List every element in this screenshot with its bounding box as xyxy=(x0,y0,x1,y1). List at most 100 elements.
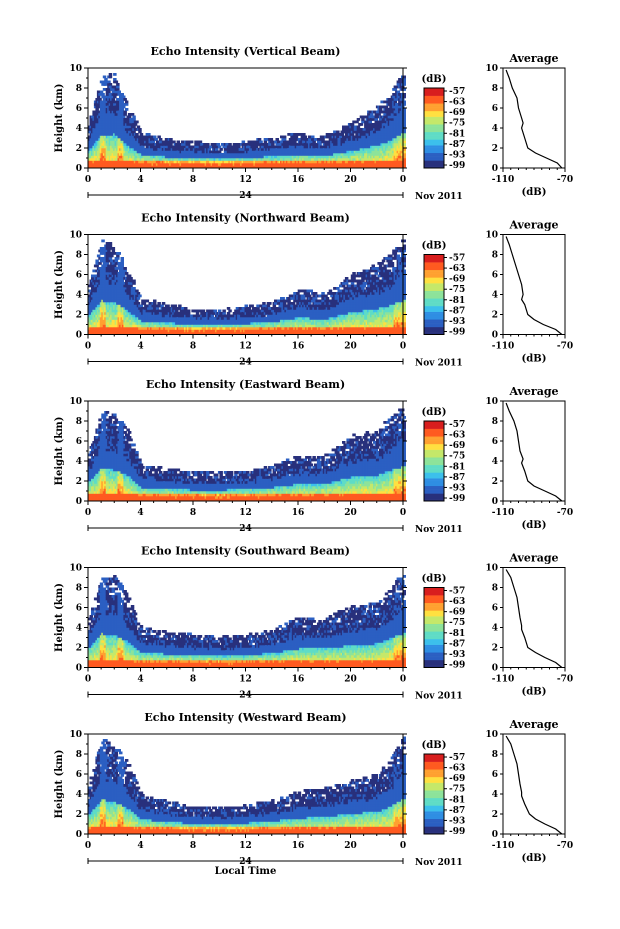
heatmap-cell xyxy=(129,118,133,121)
heatmap-cell xyxy=(380,105,384,109)
heatmap-cell xyxy=(111,252,116,255)
heatmap-cell xyxy=(132,282,136,285)
heatmap-cell xyxy=(155,312,160,315)
heatmap-cell xyxy=(277,140,281,144)
heatmap-cell xyxy=(309,140,313,144)
heatmap-cell xyxy=(111,98,116,101)
heatmap-cell xyxy=(318,138,322,141)
heatmap-cell xyxy=(215,145,219,149)
heatmap-cell xyxy=(297,133,302,136)
heatmap-cell xyxy=(321,140,325,144)
heatmap-cell xyxy=(138,294,142,298)
heatmap-cell xyxy=(114,93,119,96)
average-y-tick-label: 4 xyxy=(492,124,498,134)
heatmap-cell xyxy=(153,135,157,139)
colorbar-tick-label: -81 xyxy=(449,129,465,139)
chart-panel-0: Echo Intensity (Vertical Beam)0246810Hei… xyxy=(54,45,573,202)
heatmap-cell xyxy=(141,299,145,303)
heatmap-cell xyxy=(226,307,231,310)
heatmap-cell xyxy=(105,252,110,255)
heatmap-cell xyxy=(95,264,99,268)
heatmap-cell xyxy=(370,113,374,116)
heatmap-cell xyxy=(223,317,228,320)
heatmap-cell xyxy=(108,257,113,260)
colorbar-segment xyxy=(424,108,444,112)
heatmap-cells xyxy=(88,239,406,335)
heatmap-cell xyxy=(181,307,185,310)
heatmap-cell xyxy=(101,103,105,106)
colorbar-segment xyxy=(424,116,444,119)
heatmap-cell xyxy=(107,267,111,270)
heatmap-cell xyxy=(355,133,359,136)
heatmap-cell xyxy=(402,75,406,79)
heatmap-cell xyxy=(163,140,167,144)
heatmap-cell xyxy=(107,80,111,84)
heatmap-cell xyxy=(132,130,136,134)
heatmap-cell xyxy=(333,130,337,134)
heatmap-cell xyxy=(402,103,406,106)
heatmap-cell xyxy=(387,110,392,114)
heatmap-cell xyxy=(247,145,251,149)
heatmap-cell xyxy=(216,143,220,146)
heatmap-cell xyxy=(145,299,150,303)
heatmap-cell xyxy=(256,140,260,144)
heatmap-cell xyxy=(402,88,406,91)
heatmap-cell xyxy=(111,262,116,265)
heatmap-cell xyxy=(371,118,375,121)
heatmap-cell xyxy=(175,314,179,318)
heatmap-cell xyxy=(160,145,164,149)
heatmap-cell xyxy=(124,108,129,111)
day-label: 24 xyxy=(239,191,252,201)
heatmap-cell xyxy=(402,135,406,139)
heatmap-cell xyxy=(178,143,182,146)
colorbar-segment xyxy=(424,95,444,98)
colorbar-segment xyxy=(424,158,444,161)
heatmap-cell xyxy=(377,113,381,116)
colorbar-segment xyxy=(424,137,444,140)
heatmap-cell xyxy=(241,140,246,144)
colorbar-segment xyxy=(424,88,444,91)
heatmap-cell xyxy=(355,120,359,124)
heatmap-cell xyxy=(107,249,111,253)
heatmap-cell xyxy=(114,269,119,273)
heatmap-cell xyxy=(392,95,396,99)
heatmap-cell xyxy=(124,103,129,106)
x-tick-label: 8 xyxy=(190,175,196,185)
heatmap-cell xyxy=(120,259,124,263)
heatmap-cell xyxy=(219,148,223,151)
heatmap-cell xyxy=(380,100,384,104)
heatmap-cell xyxy=(263,145,268,149)
heatmap-cell xyxy=(393,115,398,119)
heatmap-cell xyxy=(179,309,183,313)
average-y-tick-label: 2 xyxy=(492,144,498,154)
colorbar-segment xyxy=(424,164,444,167)
heatmap-cell xyxy=(122,274,126,278)
heatmap-cell xyxy=(342,135,346,139)
y-tick-label: 10 xyxy=(69,64,82,74)
heatmap-cell xyxy=(95,113,99,116)
heatmap-cell xyxy=(92,113,96,116)
heatmap-cell xyxy=(139,304,144,308)
heatmap-cell xyxy=(127,125,132,129)
heatmap-cell xyxy=(132,115,136,119)
heatmap-cell xyxy=(206,143,210,146)
heatmap-cell xyxy=(101,247,105,250)
heatmap-cell xyxy=(222,145,226,149)
heatmap-cell xyxy=(136,292,141,295)
heatmap-cell xyxy=(95,108,99,111)
heatmap-cell xyxy=(184,307,188,310)
heatmap-cell xyxy=(175,309,179,313)
heatmap-cell xyxy=(389,108,393,111)
heatmap-cell xyxy=(123,110,127,114)
heatmap-cell xyxy=(311,143,315,146)
heatmap-cell xyxy=(132,287,136,290)
chart-panel-1: Echo Intensity (Northward Beam)0246810He… xyxy=(54,212,573,369)
colorbar-segment xyxy=(424,148,444,152)
heatmap-cell xyxy=(387,100,392,104)
heatmap-cell xyxy=(215,148,219,151)
heatmap-cell xyxy=(120,289,124,293)
heatmap-cell xyxy=(271,143,275,146)
heatmap-cell xyxy=(169,312,173,315)
y-axis-label: Height (km) xyxy=(54,84,65,153)
heatmap-cell xyxy=(111,247,116,250)
